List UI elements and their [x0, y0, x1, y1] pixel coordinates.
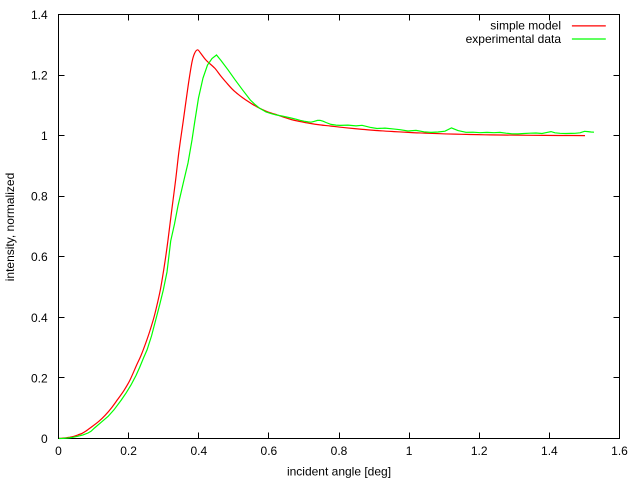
svg-text:0.4: 0.4 — [31, 311, 48, 325]
svg-text:0.6: 0.6 — [261, 444, 278, 458]
svg-text:1.2: 1.2 — [471, 444, 488, 458]
svg-text:intensity, normalized: intensity, normalized — [3, 173, 17, 282]
svg-text:1.6: 1.6 — [611, 444, 628, 458]
svg-text:1.4: 1.4 — [31, 8, 48, 22]
svg-text:incident angle [deg]: incident angle [deg] — [287, 464, 391, 478]
svg-text:0.2: 0.2 — [31, 371, 48, 385]
svg-text:0.6: 0.6 — [31, 250, 48, 264]
svg-text:simple model: simple model — [490, 19, 561, 33]
svg-text:0: 0 — [41, 432, 48, 446]
svg-text:0.8: 0.8 — [331, 444, 348, 458]
svg-text:1.2: 1.2 — [31, 69, 48, 83]
svg-text:0.4: 0.4 — [190, 444, 207, 458]
svg-text:1.4: 1.4 — [541, 444, 558, 458]
svg-text:0.2: 0.2 — [120, 444, 137, 458]
svg-text:1: 1 — [41, 129, 48, 143]
svg-text:0.8: 0.8 — [31, 190, 48, 204]
svg-text:0: 0 — [55, 444, 62, 458]
svg-text:experimental data: experimental data — [466, 32, 562, 46]
svg-text:1: 1 — [406, 444, 413, 458]
